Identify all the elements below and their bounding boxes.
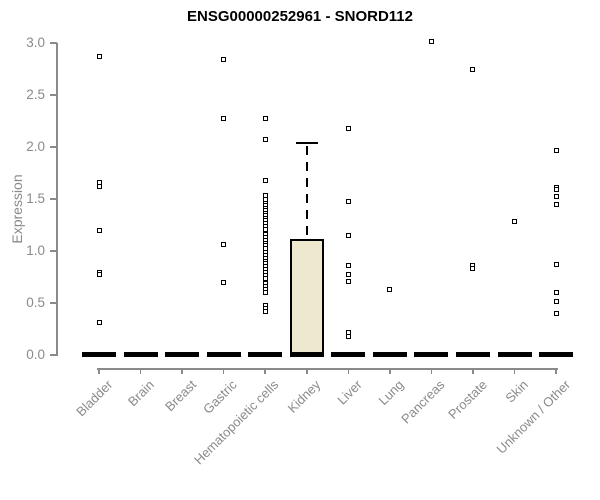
chart-title: ENSG00000252961 - SNORD112 — [187, 8, 413, 25]
x-axis-tick — [181, 368, 183, 374]
x-tick-label: Breast — [161, 377, 199, 415]
data-point — [96, 184, 102, 190]
median-bar — [289, 352, 324, 357]
median-bar — [372, 352, 407, 357]
y-axis-tick — [50, 198, 57, 200]
x-tick-label: Lung — [375, 377, 407, 409]
x-tick-label: Unknown / Other — [493, 377, 573, 457]
data-point — [470, 66, 476, 72]
x-tick-label: Prostate — [444, 377, 490, 422]
y-axis-tick — [50, 94, 57, 96]
data-point — [221, 242, 227, 248]
data-point — [512, 219, 517, 225]
x-axis-tick — [472, 368, 474, 374]
data-point — [96, 272, 102, 278]
whisker-cap — [295, 141, 318, 144]
x-axis-tick — [98, 368, 100, 374]
median-bar — [165, 352, 200, 357]
data-point — [345, 263, 351, 269]
data-point — [262, 275, 268, 281]
median-bar — [331, 352, 366, 357]
x-tick-label: Bladder — [73, 377, 116, 420]
data-point — [553, 147, 559, 153]
y-tick-label: 2.5 — [26, 87, 45, 102]
x-axis-line — [97, 368, 558, 370]
median-bar — [206, 352, 241, 357]
data-point — [262, 226, 268, 232]
y-axis-tick — [50, 250, 57, 252]
data-point — [262, 308, 268, 314]
data-point — [345, 272, 351, 278]
x-axis-tick — [264, 368, 266, 374]
x-tick-label: Skin — [502, 377, 532, 406]
data-point — [428, 39, 434, 45]
data-point — [221, 279, 227, 285]
data-point — [345, 198, 351, 204]
data-point — [96, 227, 102, 233]
box — [289, 238, 324, 355]
y-tick-label: 0.0 — [26, 347, 45, 362]
median-bar — [82, 352, 116, 357]
data-point — [96, 320, 102, 326]
data-point — [221, 57, 227, 63]
data-point — [262, 177, 268, 183]
data-point — [345, 278, 351, 284]
x-tick-label: Kidney — [284, 377, 324, 416]
data-point — [553, 194, 559, 200]
data-point — [387, 286, 393, 292]
data-point — [262, 290, 268, 296]
x-tick-label: Gastric — [200, 377, 241, 417]
data-point — [553, 290, 559, 296]
x-axis-tick — [430, 368, 433, 374]
data-point — [221, 116, 227, 122]
data-point — [96, 54, 102, 60]
median-bar — [414, 352, 449, 357]
y-axis-line — [56, 43, 58, 356]
median-bar — [455, 352, 490, 357]
whisker — [305, 145, 308, 239]
median-bar — [497, 352, 532, 357]
y-tick-label: 1.0 — [26, 243, 45, 258]
data-point — [553, 187, 559, 193]
x-axis-tick — [555, 368, 557, 374]
data-point — [345, 232, 351, 238]
data-point — [553, 262, 559, 268]
median-bar — [248, 352, 283, 357]
median-bar — [539, 352, 574, 357]
y-axis-tick — [50, 302, 57, 304]
y-axis-tick — [50, 146, 57, 148]
x-tick-label: Liver — [334, 377, 365, 408]
y-tick-label: 3.0 — [26, 35, 45, 50]
x-axis-tick — [139, 368, 142, 374]
data-point — [345, 125, 351, 131]
x-axis-tick — [306, 368, 308, 374]
x-tick-label: Pancreas — [398, 377, 448, 427]
x-axis-tick — [389, 368, 391, 374]
data-point — [553, 299, 559, 305]
data-point — [553, 201, 559, 207]
data-point — [262, 137, 268, 143]
x-axis-tick — [222, 368, 225, 374]
x-axis-tick — [513, 368, 516, 374]
data-point — [470, 266, 476, 272]
y-axis-tick — [50, 42, 57, 44]
data-point — [262, 116, 268, 122]
y-axis-tick — [50, 354, 57, 356]
y-tick-label: 2.0 — [26, 139, 45, 154]
median-bar — [123, 352, 158, 357]
data-point — [553, 310, 559, 316]
data-point — [345, 333, 351, 339]
x-tick-label: Brain — [125, 377, 158, 410]
x-axis-tick — [347, 368, 350, 374]
y-tick-label: 0.5 — [26, 295, 45, 310]
y-tick-label: 1.5 — [26, 191, 45, 206]
